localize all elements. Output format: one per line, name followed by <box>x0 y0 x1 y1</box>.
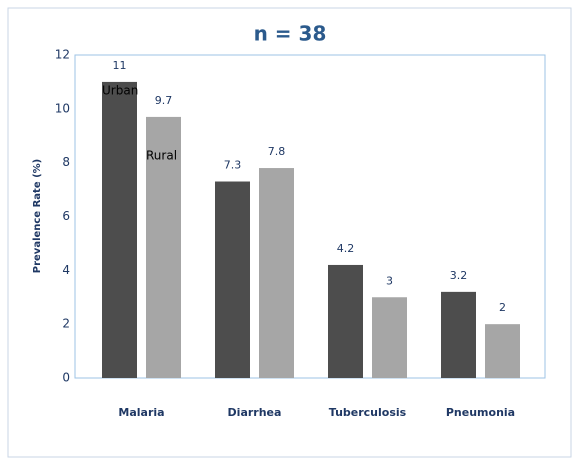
value-label: 7.8 <box>268 145 286 158</box>
y-tick-label: 8 <box>62 155 70 169</box>
bar <box>215 181 250 378</box>
value-label: 7.3 <box>224 159 242 172</box>
bar <box>259 168 294 378</box>
y-tick-label: 4 <box>62 263 70 277</box>
plot-frame <box>74 54 546 379</box>
bar <box>485 324 520 378</box>
x-tick-label: Tuberculosis <box>329 406 407 419</box>
y-tick-label: 2 <box>62 317 70 331</box>
value-label: 9.7 <box>155 94 173 107</box>
value-label: 11 <box>113 59 127 72</box>
value-label: 4.2 <box>337 242 355 255</box>
chart-title: n = 38 <box>254 22 327 46</box>
bar <box>102 81 137 379</box>
x-tick-label: Diarrhea <box>228 406 282 419</box>
bar <box>441 291 476 378</box>
series-label: Rural <box>146 148 177 162</box>
y-tick-label: 12 <box>55 48 70 62</box>
y-tick-label: 6 <box>62 209 70 223</box>
series-label: Urban <box>102 83 138 97</box>
value-label: 2 <box>499 301 506 314</box>
value-label: 3.2 <box>450 269 468 282</box>
bar <box>328 264 363 378</box>
x-tick-label: Malaria <box>118 406 164 419</box>
x-tick-label: Pneumonia <box>446 406 515 419</box>
y-axis-label: Prevalence Rate (%) <box>32 159 43 273</box>
value-label: 3 <box>386 274 393 287</box>
bar <box>372 297 407 378</box>
y-tick-label: 10 <box>55 101 70 115</box>
y-tick-label: 0 <box>62 371 70 385</box>
bar <box>146 116 181 379</box>
